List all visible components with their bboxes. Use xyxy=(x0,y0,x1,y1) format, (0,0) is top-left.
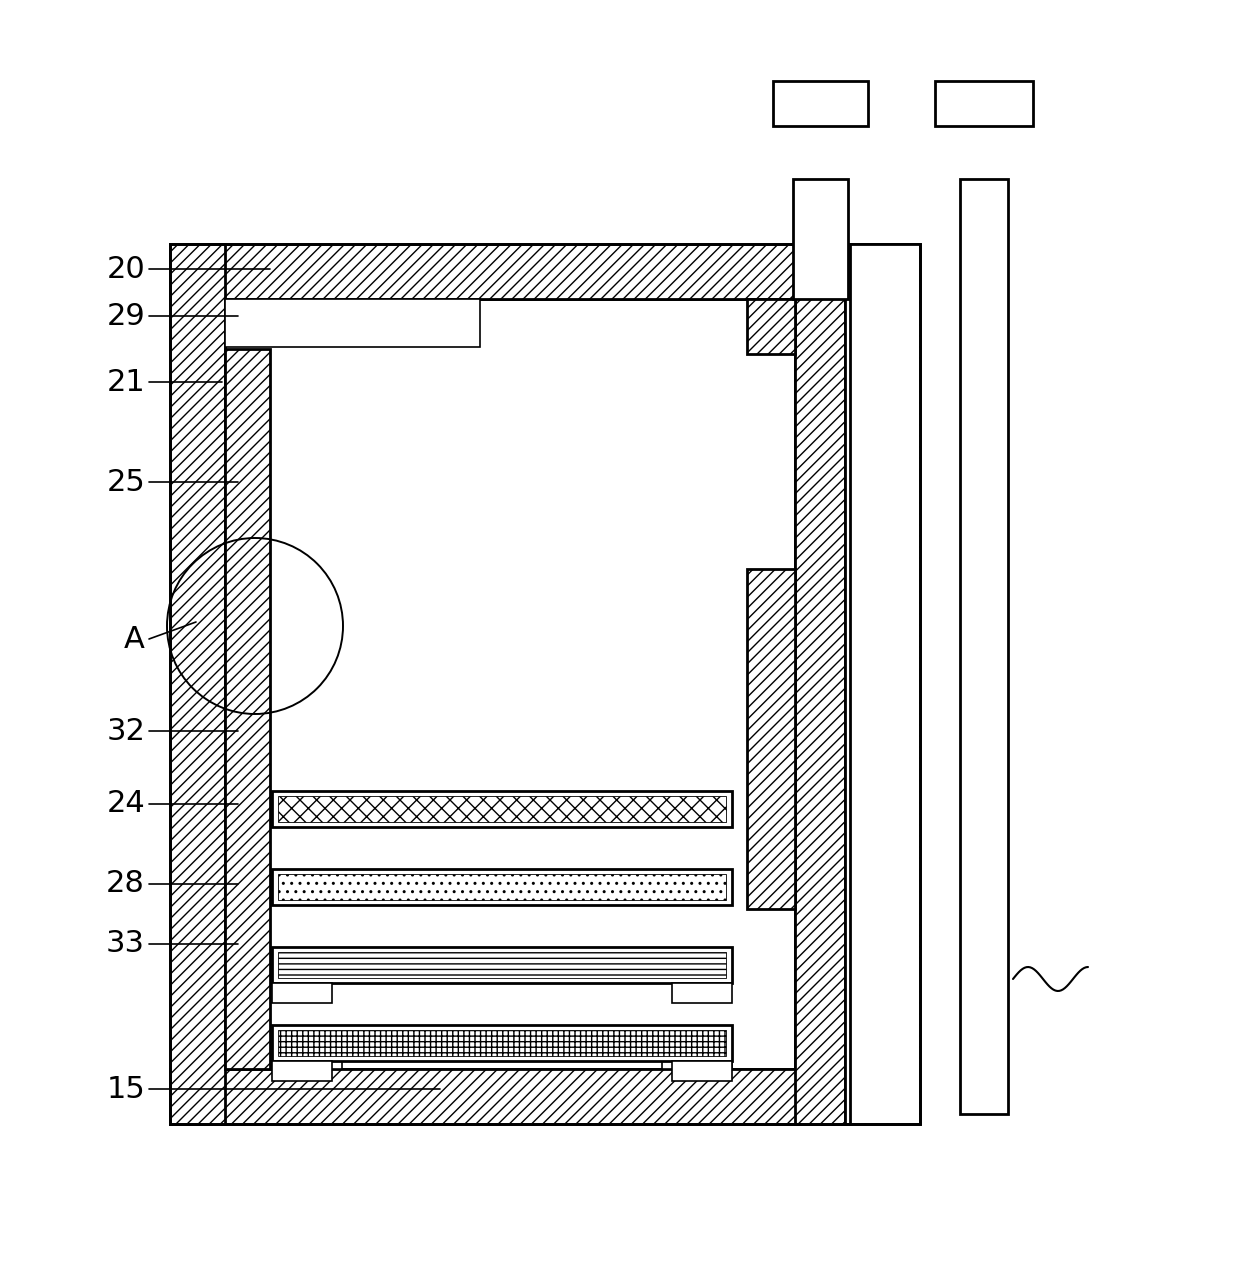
Text: 29: 29 xyxy=(107,302,145,330)
Bar xyxy=(794,180,848,299)
Bar xyxy=(662,1061,732,1069)
Bar xyxy=(746,569,795,910)
Bar xyxy=(846,245,919,1122)
Bar xyxy=(773,82,868,126)
Bar xyxy=(278,796,725,822)
Text: 20: 20 xyxy=(107,255,145,284)
Bar xyxy=(224,299,795,1069)
Text: A: A xyxy=(124,624,145,654)
Bar xyxy=(170,245,224,1124)
Bar xyxy=(672,1061,732,1082)
Text: 24: 24 xyxy=(107,790,145,818)
Bar xyxy=(795,245,849,1124)
Bar xyxy=(272,1061,332,1082)
Text: 28: 28 xyxy=(107,869,145,898)
Bar xyxy=(278,952,725,978)
Bar xyxy=(844,245,920,1124)
Text: 21: 21 xyxy=(107,367,145,396)
Bar xyxy=(278,874,725,899)
Bar xyxy=(224,349,270,1069)
Bar xyxy=(170,245,849,299)
Bar xyxy=(272,1026,732,1061)
Bar xyxy=(960,180,1008,1113)
Text: 25: 25 xyxy=(107,468,145,497)
Bar xyxy=(844,245,920,1124)
Bar xyxy=(935,82,1033,126)
Bar xyxy=(272,947,732,984)
Bar xyxy=(170,245,849,1124)
Text: 33: 33 xyxy=(105,930,145,958)
Bar xyxy=(170,1069,849,1124)
Bar xyxy=(746,299,795,354)
Bar xyxy=(272,1061,342,1069)
Bar xyxy=(272,791,732,827)
Bar xyxy=(272,984,332,1003)
Text: 32: 32 xyxy=(107,716,145,745)
Bar xyxy=(224,299,480,347)
Text: 15: 15 xyxy=(107,1074,145,1103)
Bar xyxy=(272,869,732,905)
Bar xyxy=(278,1029,725,1056)
Bar xyxy=(672,984,732,1003)
